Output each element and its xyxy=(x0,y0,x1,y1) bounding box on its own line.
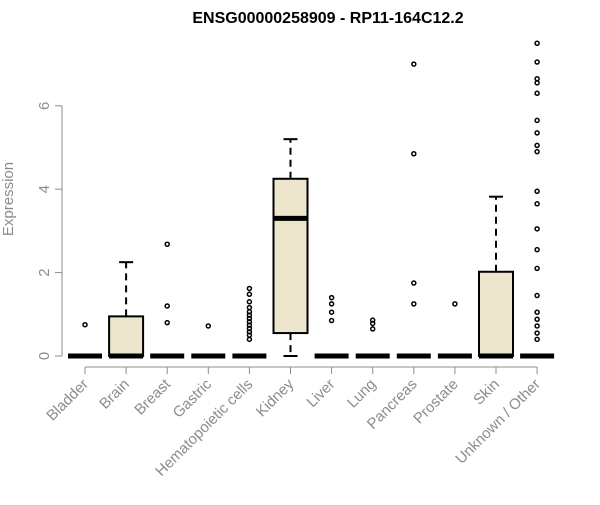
box xyxy=(478,270,514,357)
outlier-point xyxy=(411,61,417,67)
box-group xyxy=(355,317,390,359)
outlier-point xyxy=(205,323,212,329)
outlier-point xyxy=(328,309,335,315)
box-group xyxy=(478,195,514,359)
box-group xyxy=(191,323,226,359)
outlier-point xyxy=(411,301,417,307)
outlier-point xyxy=(534,40,540,46)
outlier-point xyxy=(164,303,170,309)
y-tick-label: 6 xyxy=(36,102,53,110)
outlier-point xyxy=(369,326,376,332)
outlier-point xyxy=(164,319,170,326)
plot-area xyxy=(68,40,555,359)
outlier-point xyxy=(246,299,253,305)
outlier-point xyxy=(534,142,540,149)
x-tick-label: Lung xyxy=(344,376,380,412)
box-group xyxy=(150,241,185,359)
outlier-point xyxy=(328,294,335,301)
chart-title: ENSG00000258909 - RP11-164C12.2 xyxy=(192,10,463,27)
outlier-point xyxy=(534,188,540,195)
x-tick-label: Skin xyxy=(470,376,503,409)
outlier-point xyxy=(246,285,253,292)
y-tick-label: 4 xyxy=(36,185,53,193)
outlier-point xyxy=(411,280,417,286)
outlier-point xyxy=(534,265,540,272)
y-tick-label: 0 xyxy=(36,352,53,360)
box xyxy=(108,315,145,358)
outlier-point xyxy=(534,226,540,232)
outlier-point xyxy=(534,148,540,155)
box-group xyxy=(396,61,431,359)
outlier-point xyxy=(369,317,376,323)
outlier-point xyxy=(452,301,458,307)
outlier-point xyxy=(534,90,540,97)
box-group xyxy=(232,285,267,359)
outlier-point xyxy=(534,316,540,323)
y-tick-label: 2 xyxy=(36,268,53,276)
box-group xyxy=(437,301,472,359)
outlier-point xyxy=(534,330,540,336)
x-tick-label: Kidney xyxy=(253,375,298,420)
outlier-point xyxy=(534,201,540,207)
outlier-point xyxy=(534,246,540,253)
outlier-point xyxy=(534,336,540,343)
outlier-point xyxy=(246,336,253,343)
outlier-point xyxy=(246,309,253,315)
outlier-point xyxy=(534,309,540,315)
x-tick-label: Bladder xyxy=(43,376,92,425)
outlier-point xyxy=(534,117,540,124)
box-group xyxy=(520,40,555,359)
outlier-point xyxy=(164,241,170,247)
x-tick-label: Brain xyxy=(96,376,133,413)
outlier-point xyxy=(534,323,540,329)
outlier-point xyxy=(246,291,253,298)
box-group xyxy=(108,261,145,359)
box-group xyxy=(68,321,102,359)
box xyxy=(272,177,309,335)
outlier-point xyxy=(82,321,88,328)
x-tick-label: Breast xyxy=(131,375,174,418)
outlier-point xyxy=(534,130,540,136)
box-group xyxy=(314,294,349,359)
outlier-point xyxy=(534,292,540,299)
outlier-point xyxy=(534,80,540,86)
outlier-point xyxy=(328,301,335,307)
outlier-point xyxy=(411,151,417,157)
outlier-point xyxy=(534,75,540,82)
y-axis-label: Expression xyxy=(0,162,17,236)
outlier-point xyxy=(328,317,335,324)
x-tick-label: Liver xyxy=(303,376,338,411)
box-group xyxy=(272,138,309,357)
outlier-point xyxy=(246,304,253,311)
y-axis: 0 2 4 6 xyxy=(36,102,63,360)
outlier-point xyxy=(534,59,540,65)
x-tick-label: Prostate xyxy=(410,376,462,428)
